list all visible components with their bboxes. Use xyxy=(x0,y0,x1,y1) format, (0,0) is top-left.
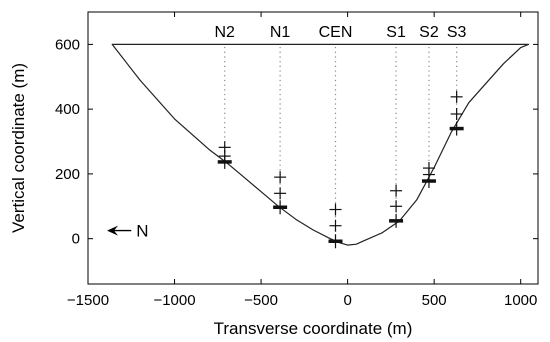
borehole-label: S2 xyxy=(419,24,439,41)
x-tick-label: 500 xyxy=(422,292,447,309)
borehole-label: S1 xyxy=(386,24,406,41)
borehole-labels: N2 N1 CEN S1 S2 S3 xyxy=(215,24,467,41)
sensor-markers xyxy=(217,90,464,249)
direction-annotation: N xyxy=(107,222,149,241)
x-tick-label: 1000 xyxy=(504,292,537,309)
x-axis-label: Transverse coordinate (m) xyxy=(214,319,413,338)
borehole-guides xyxy=(224,46,458,242)
plot-frame xyxy=(87,11,539,285)
borehole-label: N1 xyxy=(270,24,291,41)
valley-profile xyxy=(111,43,530,246)
y-tick-label: 400 xyxy=(55,101,80,118)
axis-ticks: −1500 −1000 −500 0 500 1000 0 200 400 600 xyxy=(55,12,538,309)
y-tick-label: 0 xyxy=(72,231,80,248)
x-tick-label: −1500 xyxy=(67,292,109,309)
x-tick-label: −500 xyxy=(244,292,278,309)
y-axis-label: Vertical coordinate (m) xyxy=(9,63,28,233)
borehole-label: CEN xyxy=(319,24,353,41)
x-tick-label: −1000 xyxy=(153,292,195,309)
y-tick-label: 200 xyxy=(55,166,80,183)
north-label: N xyxy=(136,222,148,241)
north-arrow-head xyxy=(107,225,119,236)
borehole-label: N2 xyxy=(215,24,236,41)
x-tick-label: 0 xyxy=(343,292,351,309)
y-tick-label: 600 xyxy=(55,36,80,53)
borehole-label: S3 xyxy=(447,24,467,41)
valley-profile-line xyxy=(111,43,530,246)
